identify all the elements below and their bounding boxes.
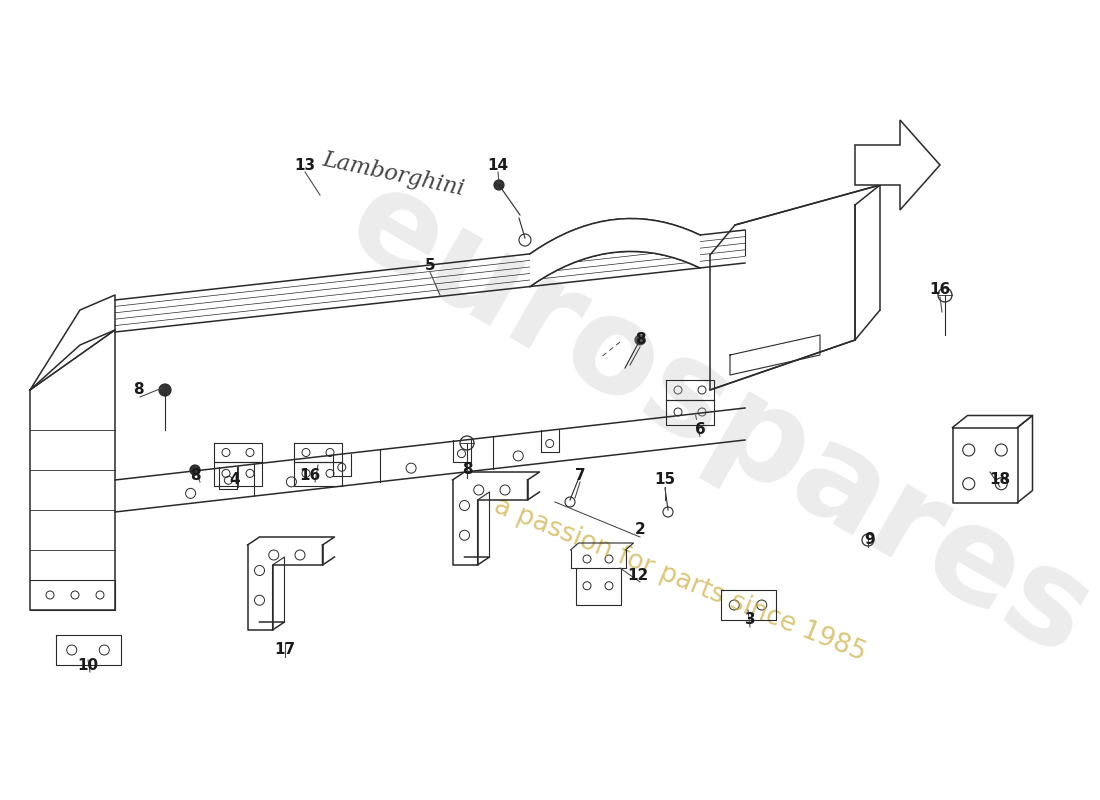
Text: 9: 9 <box>865 533 876 547</box>
Text: 15: 15 <box>654 473 675 487</box>
Text: 14: 14 <box>487 158 508 173</box>
Text: eurospares: eurospares <box>327 156 1100 684</box>
Text: 8: 8 <box>462 462 472 478</box>
Circle shape <box>494 180 504 190</box>
Text: 6: 6 <box>694 422 705 438</box>
Text: 3: 3 <box>745 613 756 627</box>
Text: 5: 5 <box>425 258 436 273</box>
Text: 17: 17 <box>274 642 296 658</box>
Text: 13: 13 <box>295 158 316 173</box>
Text: 18: 18 <box>989 473 1011 487</box>
Text: Lamborghini: Lamborghini <box>320 149 466 200</box>
Text: 16: 16 <box>299 467 320 482</box>
Polygon shape <box>855 120 940 210</box>
Circle shape <box>190 465 200 475</box>
Text: 7: 7 <box>574 467 585 482</box>
Polygon shape <box>530 218 700 286</box>
Circle shape <box>635 335 645 345</box>
Text: 8: 8 <box>635 333 646 347</box>
Text: 8: 8 <box>189 467 200 482</box>
Circle shape <box>160 384 170 396</box>
Text: 12: 12 <box>627 567 649 582</box>
Text: 10: 10 <box>77 658 99 673</box>
Text: 8: 8 <box>133 382 143 398</box>
Text: 2: 2 <box>635 522 646 538</box>
Text: 16: 16 <box>930 282 950 298</box>
Text: a passion for parts since 1985: a passion for parts since 1985 <box>491 494 870 666</box>
Text: 4: 4 <box>230 473 240 487</box>
